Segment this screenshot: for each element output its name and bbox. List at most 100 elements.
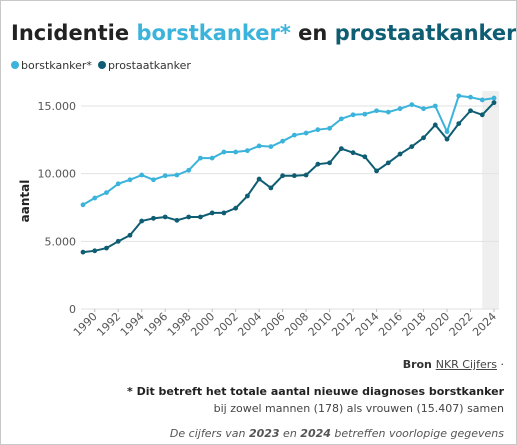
source-text: Bron	[402, 358, 436, 371]
y-tick-label: 15.000	[38, 100, 77, 113]
data-point	[421, 106, 426, 112]
data-point	[432, 103, 438, 109]
note-text: 2024	[300, 427, 331, 440]
data-point	[186, 167, 192, 173]
data-point	[338, 146, 344, 152]
data-point	[221, 149, 227, 155]
title-part: Incidentie	[11, 21, 137, 45]
data-point	[456, 121, 462, 126]
title-part: en	[290, 21, 335, 45]
note: De cijfers van 2023 en 2024 betreffen vo…	[170, 427, 504, 440]
y-tick-label: 10.000	[38, 168, 77, 181]
data-point	[327, 125, 332, 131]
data-point	[256, 143, 262, 149]
data-point	[327, 160, 332, 166]
data-point	[198, 155, 203, 161]
data-point	[315, 127, 321, 133]
note-text: betreffen voorlopige gegevens	[330, 427, 504, 440]
chart-title: Incidentie borstkanker* en prostaatkanke…	[11, 21, 517, 45]
data-point	[350, 112, 356, 118]
footnote: bij zowel mannen (178) als vrouwen (15.4…	[213, 402, 504, 415]
data-point	[92, 195, 98, 201]
series-line	[82, 94, 495, 206]
legend-label: prostaatkanker	[107, 59, 191, 72]
source-link[interactable]: NKR Cijfers	[435, 358, 497, 371]
data-point	[115, 181, 121, 187]
data-point	[139, 172, 145, 178]
x-tick-label: 2004	[235, 310, 264, 339]
data-point	[397, 106, 403, 112]
note-text: en	[279, 427, 301, 440]
title-part: prostaatkanker	[334, 21, 517, 45]
x-tick-label: 2006	[259, 310, 288, 339]
data-point	[291, 173, 297, 179]
data-point	[245, 193, 250, 199]
data-point	[468, 108, 473, 114]
data-point	[80, 249, 86, 255]
data-point	[151, 215, 156, 221]
x-tick-label: 1992	[94, 310, 123, 339]
data-point	[444, 129, 450, 135]
data-point	[268, 144, 274, 150]
data-point	[303, 172, 309, 178]
y-tick-label: 5.000	[45, 235, 77, 248]
data-point	[209, 155, 215, 161]
title-part: borstkanker*	[136, 21, 291, 45]
data-point	[491, 95, 497, 101]
x-tick-label: 2012	[329, 310, 358, 339]
data-point	[162, 214, 168, 220]
data-point	[409, 144, 415, 150]
x-tick-label: 2024	[470, 310, 499, 339]
data-point	[303, 130, 309, 136]
series-line	[82, 101, 495, 254]
data-point	[362, 154, 368, 160]
x-tick-label: 2002	[212, 310, 241, 339]
data-point	[291, 132, 297, 138]
data-point	[491, 100, 497, 106]
data-point	[115, 238, 121, 244]
data-point	[479, 97, 485, 103]
note-text: De cijfers van	[169, 427, 249, 440]
data-point	[92, 248, 98, 254]
data-point	[350, 150, 356, 156]
data-point	[280, 138, 286, 144]
x-tick-label: 2008	[282, 310, 311, 339]
x-tick-label: 2018	[400, 310, 429, 339]
y-tick-label: 0	[69, 303, 76, 316]
data-point	[174, 172, 180, 178]
legend: borstkanker* prostaatkanker	[11, 59, 191, 72]
data-point	[80, 202, 86, 208]
legend-item: borstkanker*	[11, 59, 92, 72]
data-point	[127, 177, 133, 183]
data-point	[374, 108, 379, 114]
data-point	[233, 205, 239, 211]
data-point	[104, 245, 109, 251]
x-tick-label: 2020	[423, 310, 452, 339]
data-point	[209, 210, 215, 216]
data-point	[245, 148, 250, 154]
x-tick-label: 2016	[376, 310, 405, 339]
source: Bron NKR Cijfers ·	[403, 358, 504, 371]
data-point	[198, 214, 203, 220]
data-point	[362, 111, 368, 117]
legend-item: prostaatkanker	[97, 59, 191, 72]
data-point	[468, 94, 473, 100]
data-point	[127, 232, 133, 238]
data-point	[456, 93, 462, 99]
data-point	[385, 160, 391, 166]
data-point	[162, 173, 168, 179]
data-point	[268, 185, 274, 191]
data-point	[338, 116, 344, 122]
data-point	[151, 177, 156, 183]
x-tick-label: 2014	[353, 310, 382, 339]
x-tick-label: 1998	[165, 310, 194, 339]
legend-swatch	[97, 61, 106, 69]
data-point	[104, 190, 109, 196]
x-tick-label: 1994	[118, 310, 147, 339]
note-text: 2023	[248, 427, 280, 440]
data-point	[139, 218, 145, 224]
data-point	[174, 217, 180, 223]
x-tick-label: 2022	[447, 310, 476, 339]
